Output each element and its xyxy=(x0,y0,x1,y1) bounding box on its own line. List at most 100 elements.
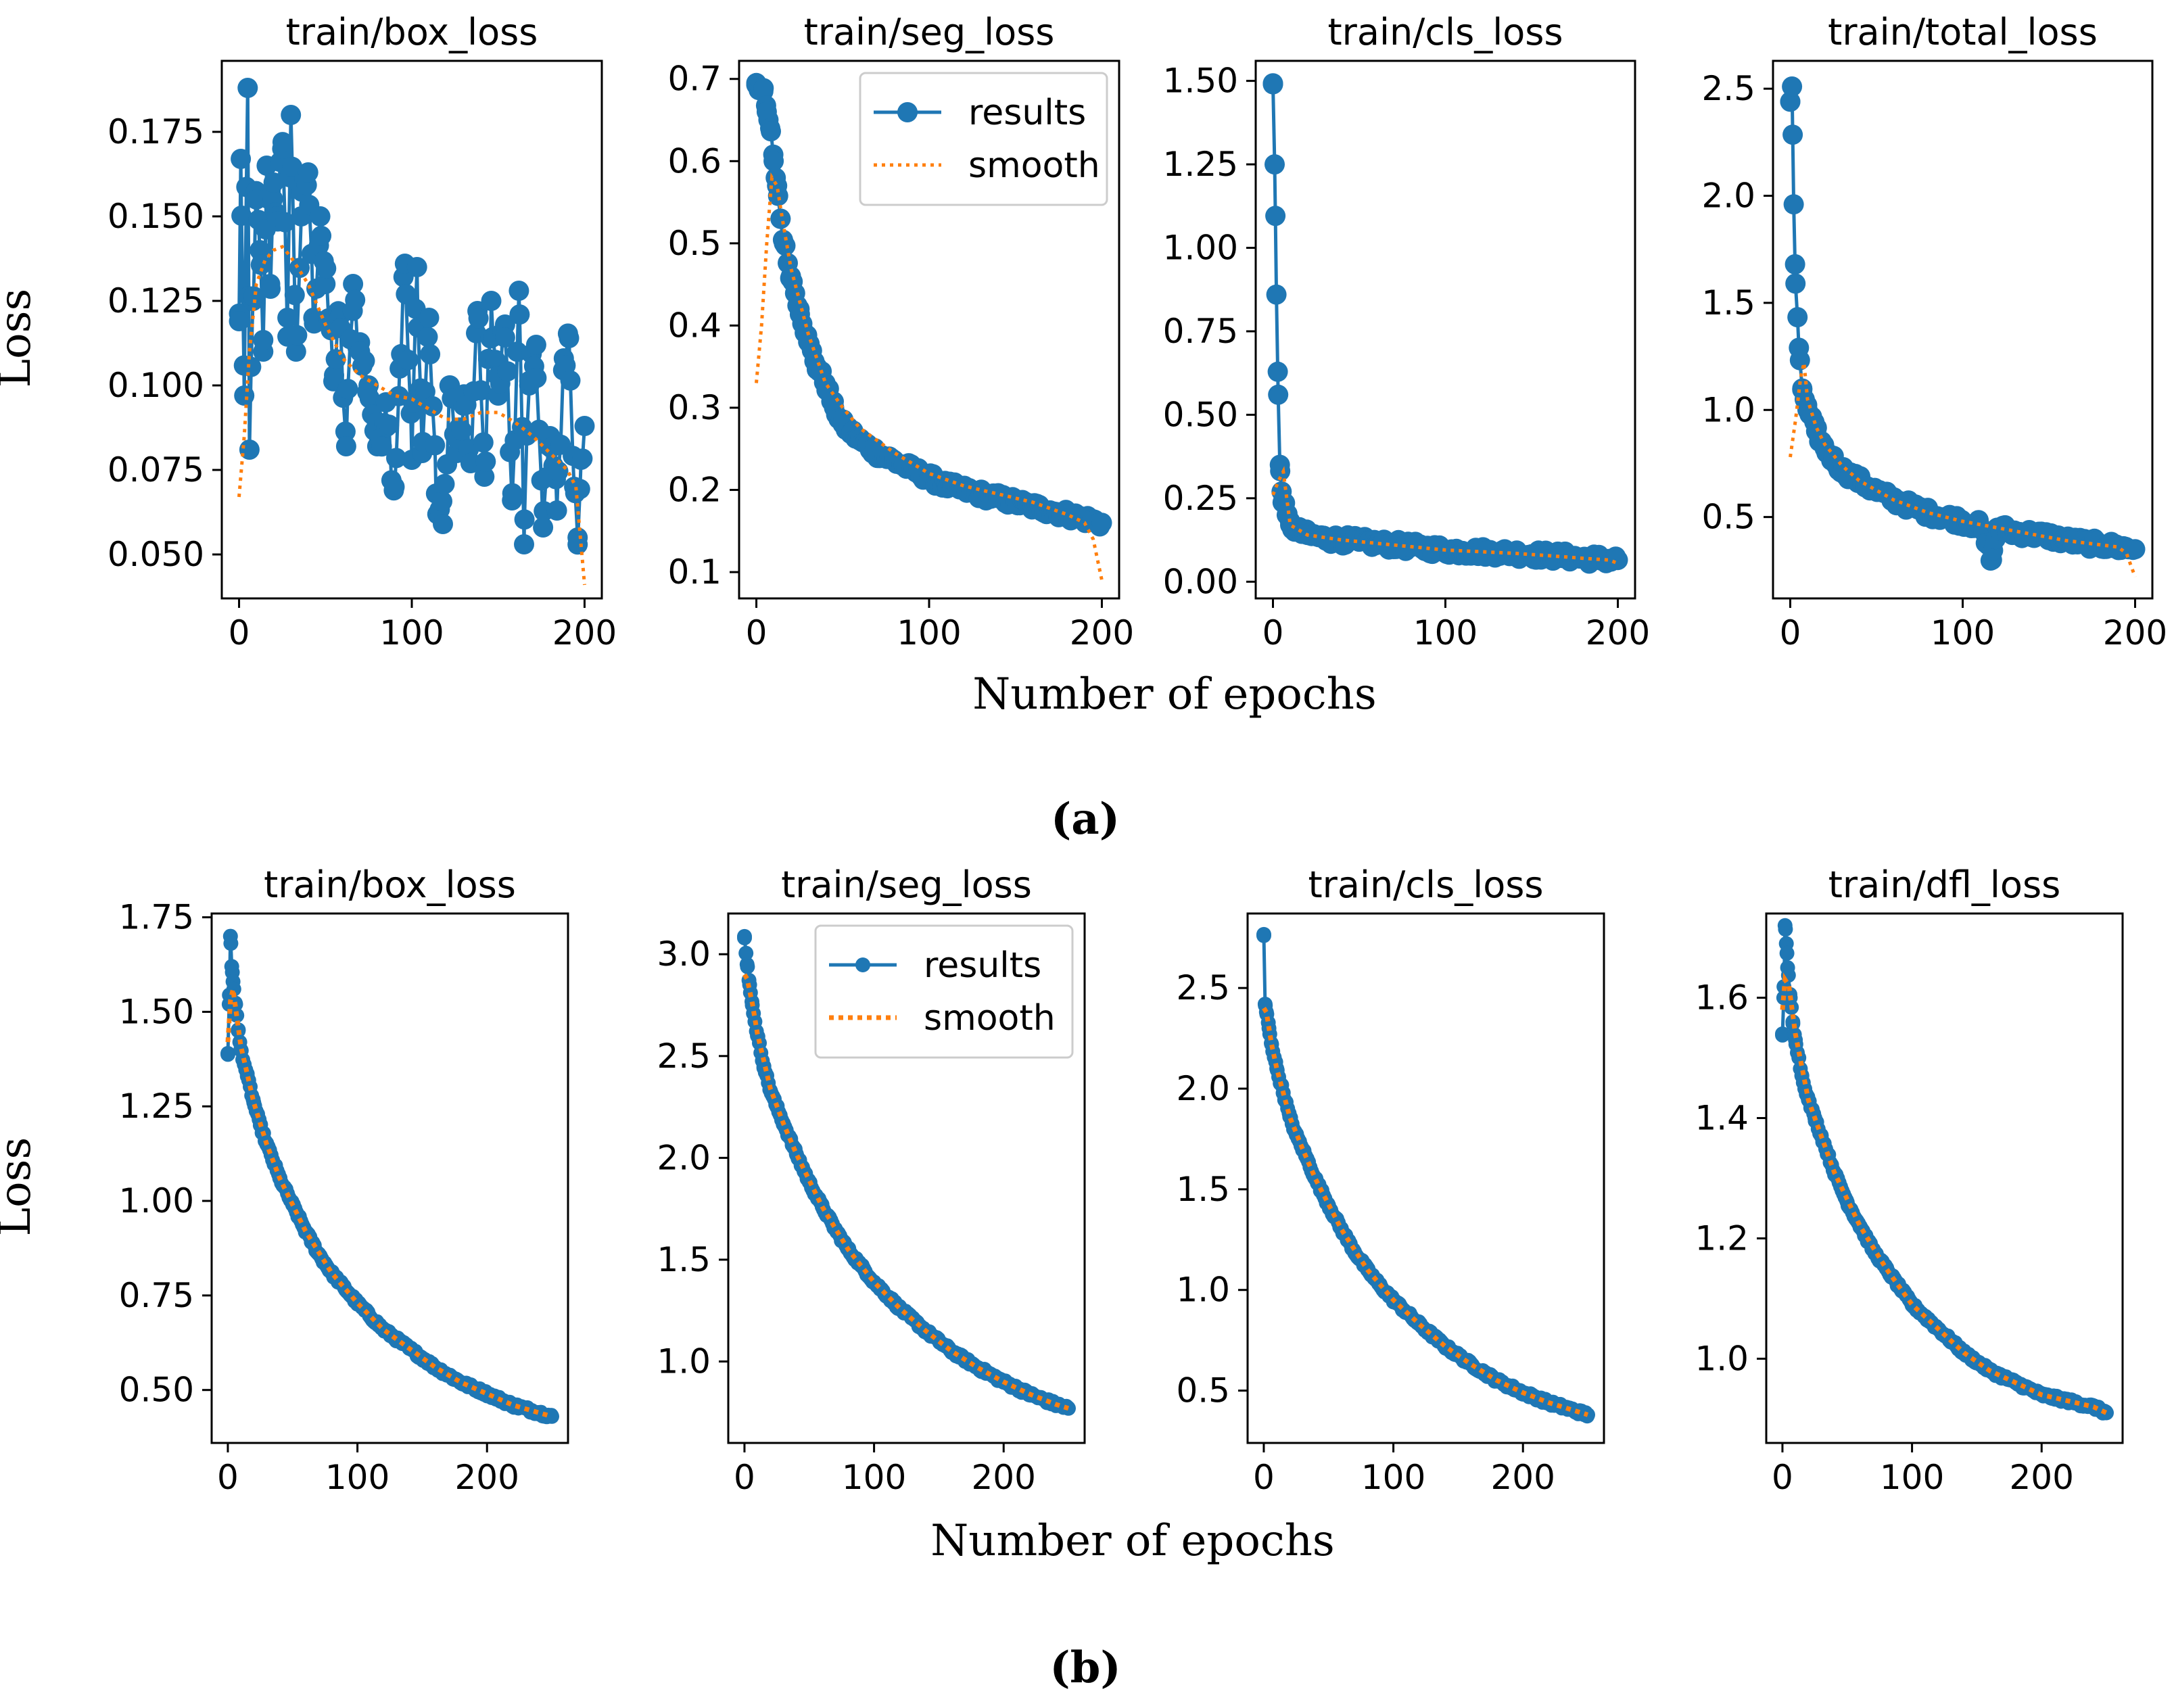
chart-0-results-point xyxy=(526,367,547,388)
chart-3-axes-frame xyxy=(1772,60,2154,600)
chart-0-results-point xyxy=(572,448,593,469)
chart-0-x-tick-label: 200 xyxy=(552,613,617,653)
chart-0-results-point xyxy=(386,448,406,469)
chart-4-results-point xyxy=(220,1045,235,1061)
chart-5-axes-frame xyxy=(727,912,1086,1444)
chart-2-axes-frame xyxy=(1254,60,1636,600)
chart-1-axes-frame xyxy=(738,60,1120,600)
chart-1-y-tick-label: 0.1 xyxy=(667,552,722,592)
chart-3-results-point xyxy=(1785,273,1806,294)
chart-3-y-tick-label: 1.5 xyxy=(1701,283,1755,323)
chart-3-x-tick-label: 200 xyxy=(2103,613,2167,653)
chart-1-results-point xyxy=(767,185,788,206)
chart-2-y-tick-label: 1.25 xyxy=(1163,145,1238,184)
chart-5-x-tick-label: 100 xyxy=(842,1458,906,1497)
chart-0-y-tick-label: 0.125 xyxy=(108,281,204,321)
chart-0-results-point xyxy=(567,534,588,555)
chart-0-results-point xyxy=(263,172,284,193)
chart-0-results-point xyxy=(241,356,262,377)
chart-0-results-point xyxy=(546,500,567,521)
chart-1-y-tick-label: 0.3 xyxy=(667,388,722,427)
panel-b-x-axis-label: Number of epochs xyxy=(930,1516,1335,1566)
chart-0-results-point xyxy=(316,258,337,279)
chart-0-results-point xyxy=(231,206,252,226)
chart-3-y-tick-label: 0.5 xyxy=(1701,498,1755,537)
chart-5-legend-box xyxy=(814,924,1074,1059)
chart-0-results-point xyxy=(343,274,364,294)
chart-1-x-tick-label: 0 xyxy=(746,613,767,653)
chart-3-y-tick-label: 1.0 xyxy=(1701,390,1755,429)
chart-2-y-tick-label: 0.00 xyxy=(1163,562,1238,601)
chart-2-results-point xyxy=(1262,74,1283,95)
chart-0-results-point xyxy=(514,509,535,530)
chart-3-results-point xyxy=(1782,124,1803,145)
chart-0-results-point xyxy=(474,467,495,487)
chart-1-y-tick-label: 0.4 xyxy=(667,306,722,345)
chart-6-plot-area xyxy=(1256,926,1595,1424)
chart-2-results-point xyxy=(1265,154,1285,175)
chart-1-results-point xyxy=(763,151,784,172)
chart-7-results-point xyxy=(1779,945,1795,961)
chart-6-x-tick-label: 0 xyxy=(1253,1458,1275,1497)
chart-0-results-point xyxy=(417,327,438,348)
chart-2-results-point xyxy=(1266,284,1287,305)
chart-5-results-point xyxy=(740,959,755,974)
chart-0-y-tick-label: 0.175 xyxy=(108,112,204,151)
chart-0-results-point xyxy=(359,388,380,409)
chart-0-results-point xyxy=(324,365,344,385)
chart-4-x-tick-label: 200 xyxy=(455,1458,519,1497)
chart-0-results-point xyxy=(260,279,281,299)
chart-2-plot-area xyxy=(1262,73,1628,574)
chart-1-results-point xyxy=(761,121,781,142)
chart-2-x-tick-label: 100 xyxy=(1413,613,1478,653)
chart-2-smooth-line xyxy=(1271,466,1619,565)
chart-0-title: train/box_loss xyxy=(286,11,538,53)
chart-5-plot-area xyxy=(737,928,1076,1416)
chart-0-results-point xyxy=(548,461,569,481)
chart-3-y-tick-label: 2.0 xyxy=(1701,176,1755,216)
chart-5-legend-smooth-label: smooth xyxy=(924,998,1056,1039)
chart-3-results-point xyxy=(1782,76,1803,97)
chart-1-results-point xyxy=(1091,513,1112,533)
chart-7-axes-frame xyxy=(1765,912,2124,1444)
chart-1-y-tick-label: 0.2 xyxy=(667,471,722,510)
chart-0-results-point xyxy=(335,421,356,442)
chart-4-axes-frame xyxy=(210,912,569,1444)
chart-2-x-tick-label: 0 xyxy=(1262,613,1284,653)
chart-0-results-point xyxy=(451,420,472,441)
chart-3-title: train/total_loss xyxy=(1828,11,2098,53)
chart-0-results-point xyxy=(239,440,260,460)
chart-5-y-tick-label: 1.5 xyxy=(657,1240,711,1279)
chart-0-results-point xyxy=(272,132,293,153)
chart-1-legend-results-marker xyxy=(897,102,918,122)
chart-0-results-point xyxy=(471,380,492,401)
chart-7-smooth-line xyxy=(1780,972,2108,1415)
chart-0-smooth-line xyxy=(237,245,586,586)
subplot-b-5: train/seg_loss 0 100 200 1.0 1.5 2.0 2.5 3.0 resu… xyxy=(657,863,1086,1497)
chart-1-legend-box xyxy=(859,72,1108,206)
chart-0-results-point xyxy=(473,432,494,453)
chart-1-y-tick-label: 0.7 xyxy=(667,60,722,99)
chart-0-results-point xyxy=(243,286,264,307)
chart-5-y-tick-label: 1.0 xyxy=(657,1342,711,1381)
subplot-a-1: train/seg_loss 0 100 200 0.1 0.2 0.3 0.4 0.5 0.6 0… xyxy=(667,11,1134,653)
chart-2-results-point xyxy=(1607,550,1628,571)
chart-0-y-tick-label: 0.150 xyxy=(108,197,204,236)
chart-1-smooth-line xyxy=(755,172,1104,581)
chart-4-y-tick-label: 1.00 xyxy=(119,1181,194,1220)
chart-4-y-tick-label: 0.50 xyxy=(119,1371,194,1410)
chart-4-y-tick-label: 0.75 xyxy=(119,1276,194,1315)
chart-7-x-tick-label: 200 xyxy=(2010,1458,2074,1497)
chart-7-title: train/dfl_loss xyxy=(1828,863,2061,906)
chart-0-results-point xyxy=(287,325,308,346)
chart-4-results-point xyxy=(231,1022,246,1037)
chart-0-x-tick-label: 0 xyxy=(229,613,250,653)
chart-7-results-point xyxy=(1778,922,1793,937)
chart-4-plot-area xyxy=(220,928,559,1425)
chart-2-results-point xyxy=(1265,206,1286,227)
chart-6-y-tick-label: 1.5 xyxy=(1176,1170,1230,1209)
chart-0-results-point xyxy=(250,240,270,260)
chart-0-results-point xyxy=(237,78,258,98)
chart-3-results-point xyxy=(1785,254,1805,275)
chart-0-results-point xyxy=(502,483,523,504)
